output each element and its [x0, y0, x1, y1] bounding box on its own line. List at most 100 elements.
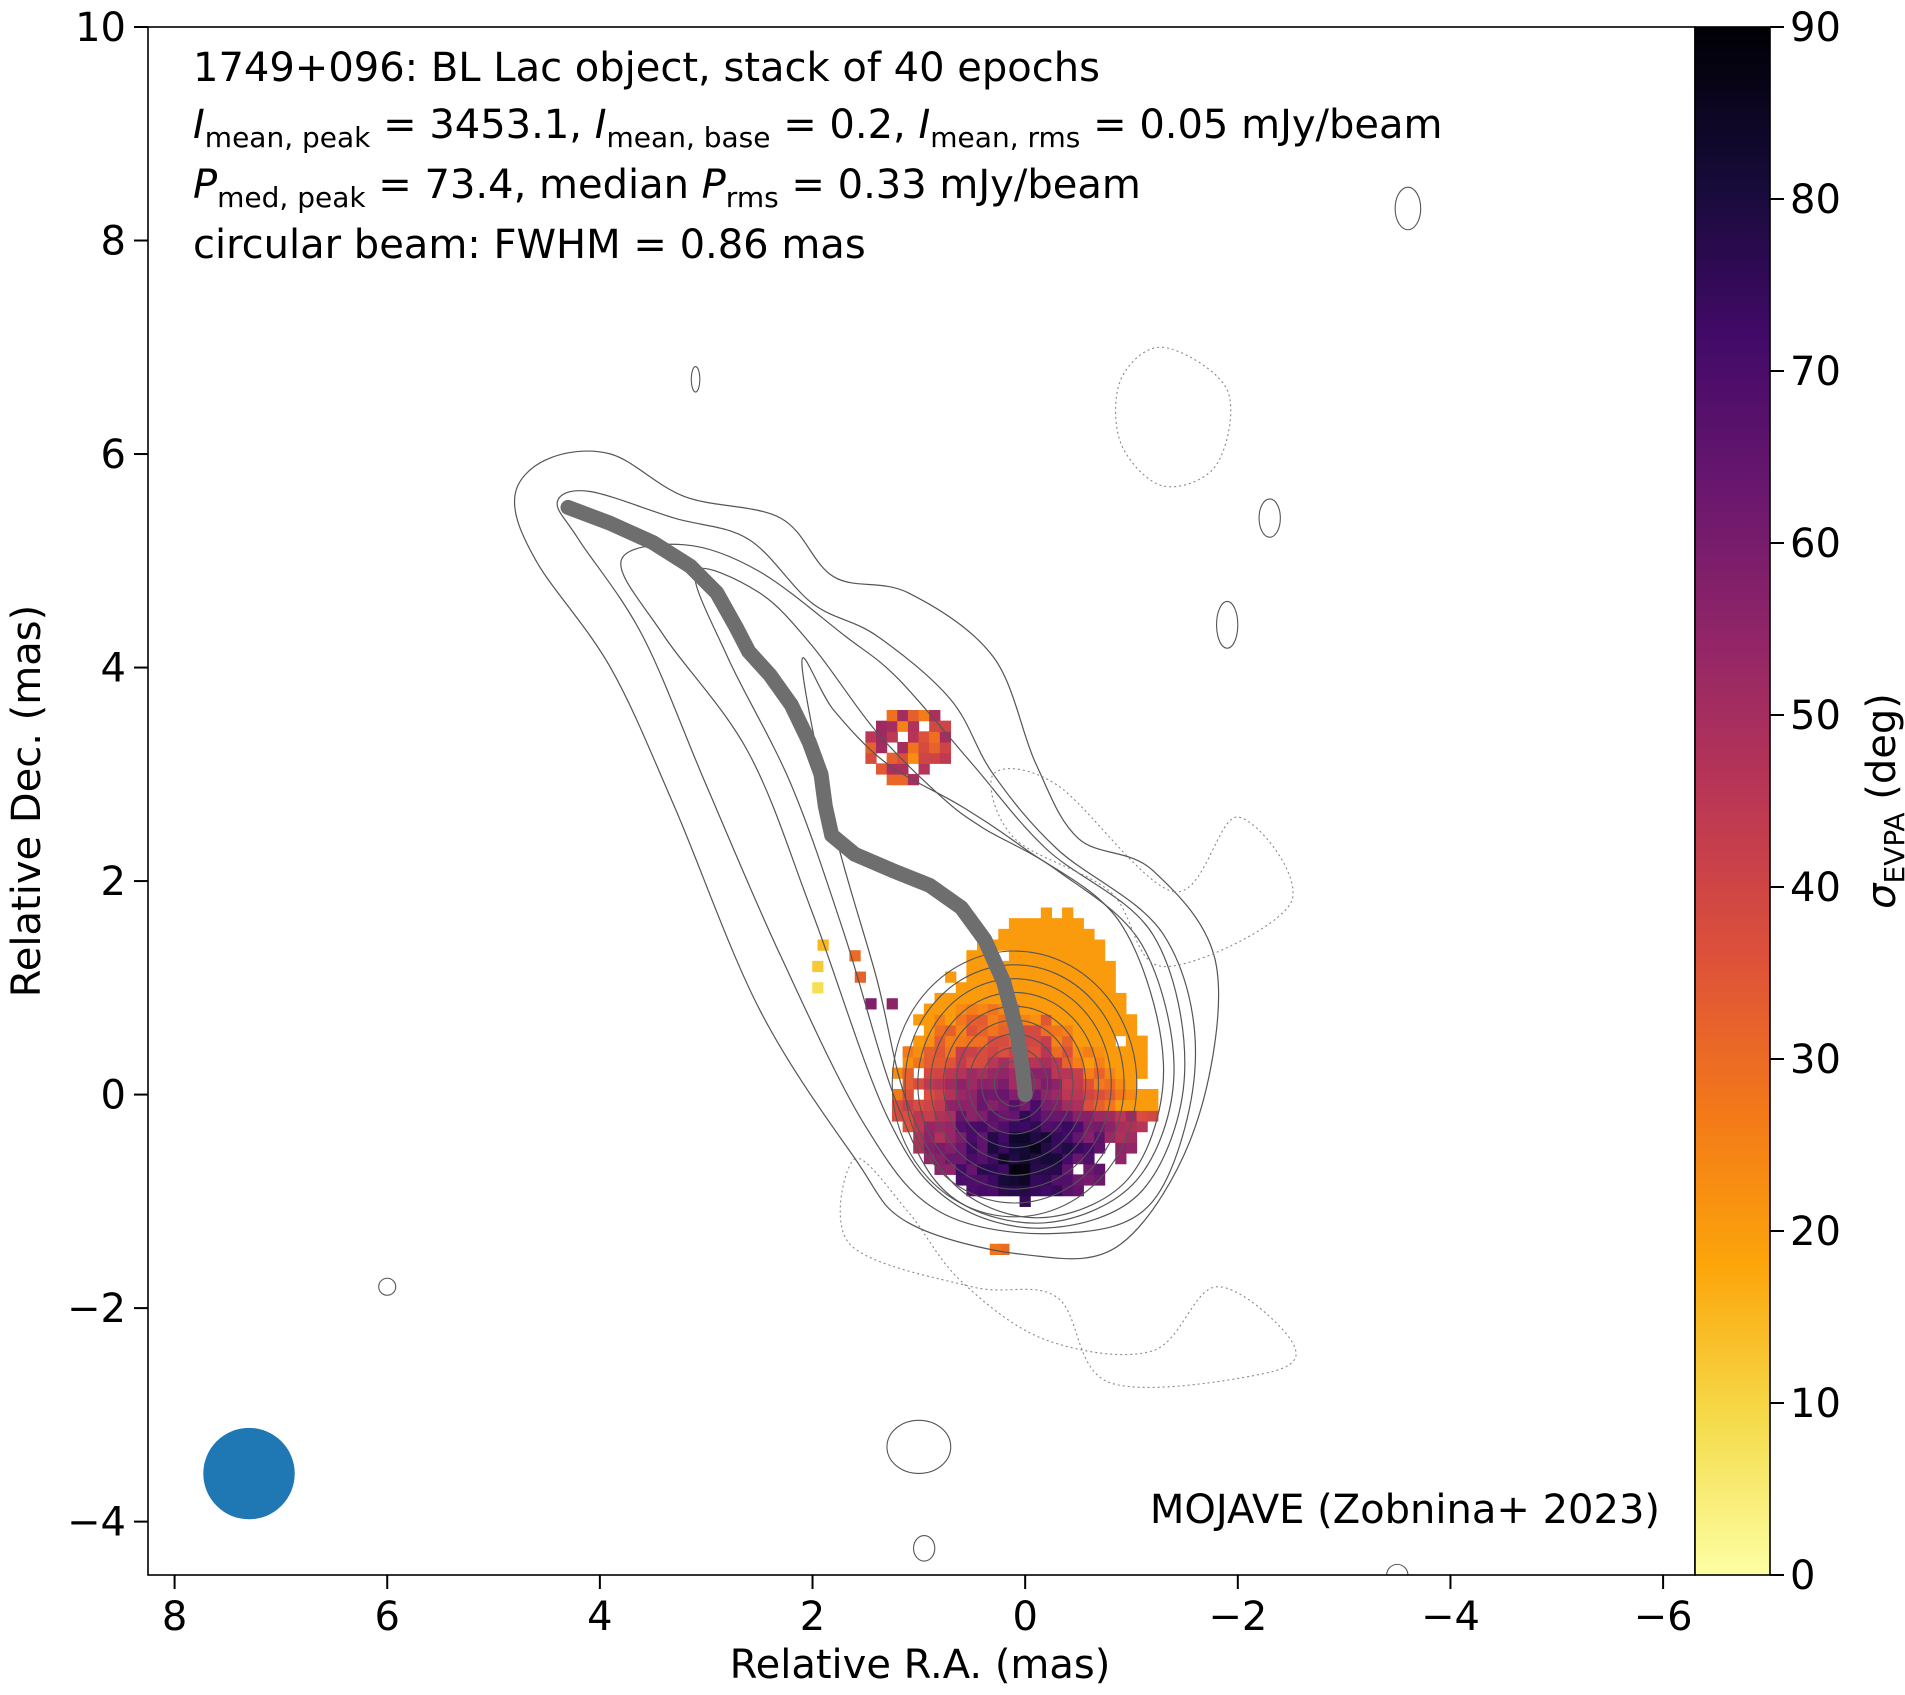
evpa-knot-pixel	[897, 763, 909, 775]
title-p-rms-symbol: P	[702, 162, 727, 208]
contour-core	[891, 950, 1138, 1218]
evpa-pixel	[913, 1131, 925, 1143]
evpa-pixel	[934, 1078, 946, 1090]
evpa-pixel	[987, 1142, 999, 1154]
evpa-pixel	[987, 1056, 999, 1069]
evpa-pixel	[1062, 971, 1074, 983]
evpa-isolated-pixel	[886, 998, 898, 1010]
evpa-knot-pixel	[918, 742, 930, 754]
evpa-pixel	[1125, 1067, 1138, 1079]
evpa-pixel	[1030, 1003, 1042, 1015]
evpa-pixel	[1125, 1078, 1138, 1090]
evpa-pixel	[1051, 1185, 1063, 1197]
evpa-pixel	[955, 1174, 967, 1186]
evpa-pixel	[966, 1056, 978, 1069]
evpa-pixel	[1125, 1110, 1138, 1122]
colorbar-tick-label: 90	[1790, 5, 1841, 51]
evpa-pixel	[1019, 1110, 1031, 1122]
evpa-pixel	[913, 1142, 925, 1154]
evpa-pixel	[902, 1088, 914, 1101]
evpa-pixel	[1093, 1024, 1106, 1037]
evpa-pixel	[987, 1014, 999, 1026]
evpa-pixel	[1019, 971, 1031, 983]
evpa-pixel	[1030, 928, 1042, 941]
evpa-isolated-pixel	[849, 950, 861, 962]
evpa-pixel	[1125, 1046, 1138, 1058]
evpa-pixel	[1104, 960, 1116, 973]
evpa-pixel	[1019, 1153, 1031, 1165]
evpa-pixel	[1030, 1067, 1042, 1079]
evpa-pixel	[1136, 1035, 1148, 1047]
evpa-pixel	[966, 1110, 978, 1122]
contour-island	[1394, 186, 1422, 231]
evpa-pixel	[1040, 1035, 1053, 1047]
evpa-knot-pixel	[929, 709, 941, 722]
evpa-pixel	[1104, 1120, 1116, 1133]
evpa-pixel	[923, 1099, 936, 1111]
evpa-pixel	[1051, 1056, 1063, 1069]
evpa-pixel	[1030, 1035, 1042, 1047]
evpa-pixel	[977, 1014, 989, 1026]
evpa-pixel	[966, 1014, 978, 1026]
evpa-pixel	[977, 1078, 989, 1090]
evpa-pixel	[1008, 1120, 1021, 1133]
evpa-pixel	[1093, 939, 1106, 951]
evpa-knot-pixel	[939, 720, 952, 732]
evpa-pixel	[1093, 1088, 1106, 1101]
evpa-pixel	[998, 1099, 1010, 1111]
title-line-4: circular beam: FWHM = 0.86 mas	[193, 222, 866, 268]
evpa-pixel	[955, 1110, 967, 1122]
evpa-pixel	[955, 1046, 967, 1058]
evpa-pixel	[966, 982, 978, 994]
colorbar-ticks: 0 10 20 30 40 50 60 70 80 90	[1770, 5, 1841, 1599]
evpa-pixel	[1051, 1131, 1063, 1143]
evpa-pixel	[1040, 1185, 1053, 1197]
evpa-pixel	[1051, 1067, 1063, 1079]
evpa-pixel	[1019, 950, 1031, 962]
evpa-pixel	[1093, 992, 1106, 1005]
evpa-pixel	[966, 1153, 978, 1165]
evpa-pixel	[1051, 1110, 1063, 1122]
evpa-pixel	[913, 1046, 925, 1058]
colorbar-tick-label: 40	[1790, 865, 1841, 911]
evpa-pixel	[1030, 982, 1042, 994]
y-tick-label: 0	[101, 1073, 126, 1119]
evpa-pixel	[966, 1142, 978, 1154]
evpa-knot-pixel	[907, 742, 920, 754]
colorbar-label: σEVPA (deg)	[1859, 693, 1905, 909]
evpa-pixel	[1104, 1056, 1116, 1069]
evpa-pixel	[1040, 960, 1053, 973]
evpa-knot-pixel	[886, 752, 898, 764]
evpa-pixel	[1008, 928, 1021, 941]
evpa-pixel	[913, 1014, 925, 1026]
title-p-rms-val: = 0.33 mJy/beam	[779, 162, 1141, 208]
colorbar-tick-label: 60	[1790, 521, 1841, 567]
evpa-pixel	[1125, 1088, 1138, 1101]
evpa-pixel	[1019, 918, 1031, 930]
evpa-pixel	[1062, 907, 1074, 919]
evpa-pixel	[1147, 1099, 1159, 1111]
evpa-pixel	[998, 1110, 1010, 1122]
evpa-pixel	[1030, 918, 1042, 930]
evpa-pixel	[1030, 1142, 1042, 1154]
evpa-pixel	[1104, 992, 1116, 1005]
evpa-pixel	[902, 1078, 914, 1090]
evpa-pixel	[1115, 1088, 1127, 1101]
evpa-pixel	[998, 1142, 1010, 1154]
evpa-pixel	[1072, 1024, 1084, 1037]
evpa-pixel	[945, 1024, 957, 1037]
evpa-pixel	[1030, 1120, 1042, 1133]
evpa-pixel	[945, 1120, 957, 1133]
evpa-knot-pixel	[918, 731, 930, 743]
evpa-knot-pixel	[897, 752, 909, 764]
evpa-pixel	[945, 1153, 957, 1165]
evpa-pixel	[1051, 1078, 1063, 1090]
evpa-pixel	[1072, 1120, 1084, 1133]
evpa-pixel	[1136, 1120, 1148, 1133]
evpa-pixel	[966, 1185, 978, 1197]
evpa-pixel	[966, 950, 978, 962]
evpa-knot-pixel	[929, 742, 941, 754]
evpa-pixel	[923, 1067, 936, 1079]
evpa-pixel	[923, 1078, 936, 1090]
evpa-knot-pixel	[918, 752, 930, 764]
